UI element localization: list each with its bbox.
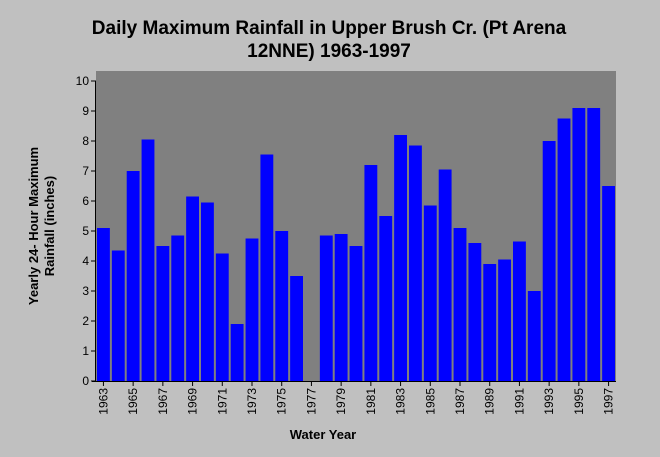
bar-1988 (468, 243, 482, 381)
bar-1989 (483, 264, 497, 381)
y-axis-label-line2: Rainfall (inches) (42, 176, 57, 276)
bar-1971 (215, 253, 229, 381)
bar-1966 (141, 139, 155, 381)
bar-1965 (126, 171, 140, 381)
bar-1963 (97, 228, 110, 381)
bar-1981 (364, 165, 378, 381)
x-tick-label: 1965 (126, 388, 140, 415)
bar-1987 (453, 228, 467, 381)
bar-1984 (409, 145, 422, 381)
x-tick-label: 1983 (394, 388, 408, 415)
x-tick-label: 1969 (186, 388, 200, 415)
x-tick-label: 1979 (334, 388, 348, 415)
bar-1976 (290, 276, 303, 381)
bar-1985 (423, 205, 437, 381)
y-tick-label: 7 (82, 164, 89, 178)
y-tick-label: 8 (82, 134, 89, 148)
bar-1983 (394, 135, 407, 381)
y-tick-label: 3 (82, 284, 89, 298)
x-tick-label: 1981 (364, 388, 378, 415)
bar-1974 (260, 154, 274, 381)
y-tick-label: 4 (82, 254, 89, 268)
bar-1982 (379, 216, 393, 381)
y-tick-label: 1 (82, 344, 89, 358)
x-tick-label: 1995 (572, 388, 586, 415)
bar-1992 (527, 291, 541, 381)
chart-title-line1: Daily Maximum Rainfall in Upper Brush Cr… (92, 18, 567, 39)
x-tick-label: 1967 (156, 388, 170, 415)
x-tick-label: 1989 (483, 388, 497, 415)
bar-1994 (557, 118, 571, 381)
x-tick-label: 1975 (275, 388, 289, 415)
bar-1967 (156, 246, 170, 381)
x-tick-label: 1991 (512, 388, 526, 415)
bar-1986 (438, 169, 452, 381)
bar-1968 (171, 235, 185, 381)
bar-1990 (498, 259, 511, 381)
axes: 0 1 2 3 4 5 6 7 8 9 10 1963 1965 1967 1969 1971 1973 1975… (76, 74, 616, 415)
bar-1973 (245, 238, 259, 381)
y-tick-label: 6 (82, 194, 89, 208)
x-tick-label: 1971 (215, 388, 229, 415)
x-tick-label: 1993 (542, 388, 556, 415)
y-tick-label: 5 (82, 224, 89, 238)
x-tick-label: 1973 (245, 388, 259, 415)
bar-1964 (111, 250, 125, 381)
y-tick-label: 2 (82, 314, 89, 328)
bar-1978 (319, 235, 333, 381)
bars (97, 108, 615, 381)
y-tick-label: 9 (82, 104, 89, 118)
y-tick-label: 0 (82, 374, 89, 388)
x-tick-label: 1985 (423, 388, 437, 415)
bar-1996 (587, 108, 601, 381)
bar-1979 (334, 234, 348, 381)
bar-1991 (513, 241, 526, 381)
x-tick-label: 1977 (304, 388, 318, 415)
x-tick-label: 1987 (453, 388, 467, 415)
bar-1970 (201, 202, 214, 381)
bar-1997 (602, 186, 615, 381)
y-tick-label: 10 (76, 74, 90, 88)
bar-1969 (186, 196, 199, 381)
bar-1993 (542, 141, 556, 381)
bar-1980 (349, 246, 363, 381)
bar-1975 (275, 231, 289, 381)
x-tick-label: 1997 (602, 388, 616, 415)
x-tick-label: 1963 (96, 388, 110, 415)
chart-title-line2: 12NNE) 1963-1997 (247, 41, 411, 62)
y-axis-label-line1: Yearly 24- Hour Maximum (26, 147, 41, 305)
bar-1972 (230, 324, 244, 381)
bar-1995 (572, 108, 586, 381)
x-axis-label: Water Year (290, 427, 357, 442)
